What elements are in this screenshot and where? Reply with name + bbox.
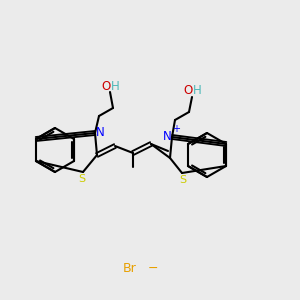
Text: +: +: [172, 124, 180, 134]
Text: −: −: [148, 262, 158, 275]
Text: H: H: [111, 80, 119, 92]
Text: H: H: [193, 85, 201, 98]
Text: Br: Br: [123, 262, 137, 275]
Text: N: N: [163, 130, 171, 142]
Text: N: N: [96, 127, 104, 140]
Text: S: S: [78, 174, 85, 184]
Text: O: O: [183, 85, 193, 98]
Text: S: S: [179, 175, 187, 185]
Text: O: O: [101, 80, 111, 92]
